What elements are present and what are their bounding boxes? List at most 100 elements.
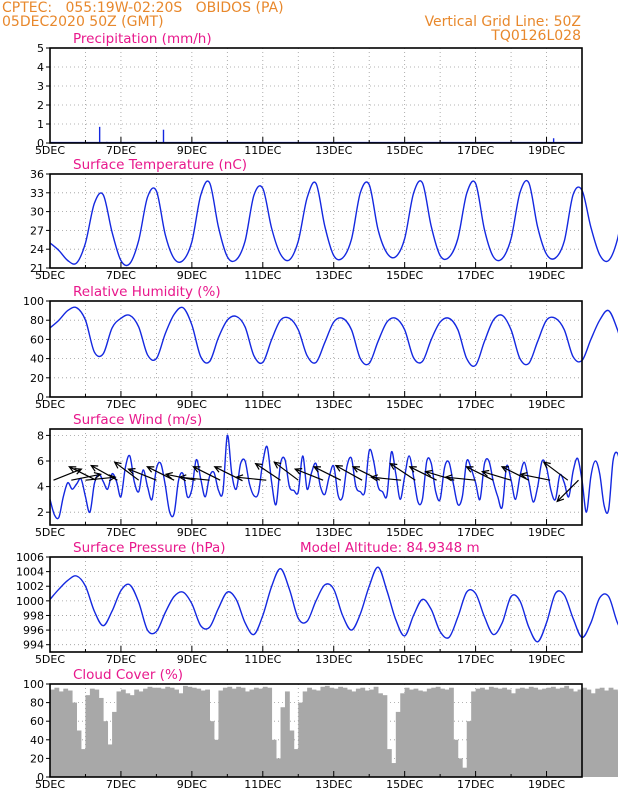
cloud-cover-bar xyxy=(480,687,485,777)
cloud-cover-bar xyxy=(426,688,432,777)
cloud-cover-bar xyxy=(54,687,60,777)
cloud-cover-bar xyxy=(417,690,423,777)
cloud-cover-title: Cloud Cover (%) xyxy=(73,667,183,683)
cloud-cover-bar xyxy=(378,693,383,777)
cloud-cover-bar xyxy=(320,686,326,777)
wind-line xyxy=(49,434,618,520)
cloud-cover-bar xyxy=(604,690,609,777)
wind-arrow xyxy=(389,462,416,481)
wind-arrow xyxy=(312,466,342,481)
wind-xtick-label: 19DEC xyxy=(528,526,565,539)
wind-arrow xyxy=(71,472,103,481)
cloud-cover-bar xyxy=(143,688,148,777)
cloud-cover-bar xyxy=(293,749,299,777)
temperature-xtick-label: 13DEC xyxy=(315,269,352,282)
cloud-cover-bar xyxy=(307,687,312,777)
humidity-xtick-label: 19DEC xyxy=(528,398,565,411)
cloud-cover-bar xyxy=(134,689,140,777)
wind-arrow xyxy=(68,466,97,481)
wind-ytick-label: 2 xyxy=(37,506,44,519)
pressure-xtick-label: 9DEC xyxy=(177,653,207,666)
wind-ytick-label: 6 xyxy=(37,455,44,468)
wind-arrow xyxy=(444,474,476,482)
cloud-cover-ytick-label: 40 xyxy=(30,734,44,747)
cloud-cover-xtick-label: 19DEC xyxy=(528,778,565,791)
cloud-cover-bar xyxy=(528,686,534,777)
cloud-cover-bar xyxy=(316,690,321,777)
temperature-title: Surface Temperature (nC) xyxy=(73,157,247,173)
cloud-cover-bar xyxy=(347,689,352,777)
cloud-cover-bar xyxy=(484,689,490,777)
cloud-cover-xtick-label: 7DEC xyxy=(106,778,136,791)
cloud-cover-xtick-label: 11DEC xyxy=(244,778,281,791)
cloud-cover-bar xyxy=(409,689,414,777)
cloud-cover-ytick-label: 80 xyxy=(30,697,44,710)
cloud-cover-bar xyxy=(497,688,503,777)
cloud-cover-ytick-label: 0 xyxy=(37,771,44,784)
precipitation-ytick-label: 3 xyxy=(37,80,44,93)
temperature-ytick-label: 30 xyxy=(30,206,44,219)
cloud-cover-bar xyxy=(196,688,202,777)
precipitation-ytick-label: 4 xyxy=(37,61,44,74)
pressure-ytick-label: 1006 xyxy=(16,551,44,564)
header-line1: CPTEC: 055:19W-02:20S OBIDOS (PA) xyxy=(2,0,284,16)
cloud-cover-bar xyxy=(205,689,210,777)
wind-arrow xyxy=(113,461,140,481)
pressure-xtick-label: 15DEC xyxy=(386,653,423,666)
pressure-ytick-label: 1000 xyxy=(16,595,44,608)
pressure-ytick-label: 994 xyxy=(23,639,44,652)
precipitation-xtick-label: 9DEC xyxy=(177,144,207,157)
cloud-cover-bar xyxy=(493,687,499,777)
cloud-cover-bar xyxy=(488,686,494,777)
cloud-cover-bar xyxy=(125,693,131,777)
cloud-cover-bar xyxy=(267,687,273,777)
cloud-cover-bar xyxy=(395,711,401,777)
cloud-cover-bar xyxy=(116,691,122,777)
temperature-xtick-label: 17DEC xyxy=(457,269,494,282)
pressure-ytick-label: 998 xyxy=(23,609,44,622)
wind-xtick-label: 11DEC xyxy=(244,526,281,539)
wind-arrow xyxy=(85,474,117,482)
humidity-xtick-label: 15DEC xyxy=(386,398,423,411)
cloud-cover-bar xyxy=(169,687,175,777)
cloud-cover-bar xyxy=(324,685,330,777)
precipitation-xtick-label: 7DEC xyxy=(106,144,136,157)
cloud-cover-bar xyxy=(355,688,361,777)
cloud-cover-bar xyxy=(422,691,428,777)
wind-arrow xyxy=(178,474,210,482)
temperature-ytick-label: 27 xyxy=(30,224,44,237)
cloud-cover-bar xyxy=(351,691,357,777)
humidity-title: Relative Humidity (%) xyxy=(73,284,221,300)
cloud-cover-bar xyxy=(373,686,379,777)
precipitation-ytick-label: 2 xyxy=(37,99,44,112)
cloud-cover-bar xyxy=(156,687,162,777)
cloud-cover-frame xyxy=(49,683,583,778)
pressure-title: Surface Pressure (hPa) xyxy=(73,540,226,556)
wind-arrow xyxy=(480,469,512,481)
pressure-xtick-label: 7DEC xyxy=(106,653,136,666)
cloud-cover-ytick-label: 60 xyxy=(30,715,44,728)
cloud-cover-bar xyxy=(404,687,410,777)
cloud-cover-xtick-label: 15DEC xyxy=(386,778,423,791)
precipitation-frame xyxy=(49,47,583,144)
cloud-cover-bar xyxy=(559,687,565,777)
cloud-cover-bar xyxy=(440,688,445,777)
cloud-cover-bar xyxy=(400,693,406,777)
cloud-cover-bar xyxy=(253,687,259,777)
wind-arrow xyxy=(334,464,363,481)
cloud-cover-bar xyxy=(76,730,82,777)
cloud-cover-bar xyxy=(85,695,91,777)
precipitation-title: Precipitation (mm/h) xyxy=(73,31,212,47)
cloud-cover-bar xyxy=(58,691,64,777)
cloud-cover-bar xyxy=(138,691,144,777)
cloud-cover-bar xyxy=(515,688,521,777)
wind-arrow xyxy=(500,466,530,481)
cloud-cover-bar xyxy=(112,711,117,777)
cloud-cover-bar xyxy=(537,689,543,777)
cloud-cover-xtick-label: 13DEC xyxy=(315,778,352,791)
cloud-cover-bar xyxy=(342,687,348,777)
cloud-cover-bar xyxy=(50,689,55,777)
temperature-ytick-label: 24 xyxy=(30,243,44,256)
precipitation-xtick-label: 19DEC xyxy=(528,144,565,157)
